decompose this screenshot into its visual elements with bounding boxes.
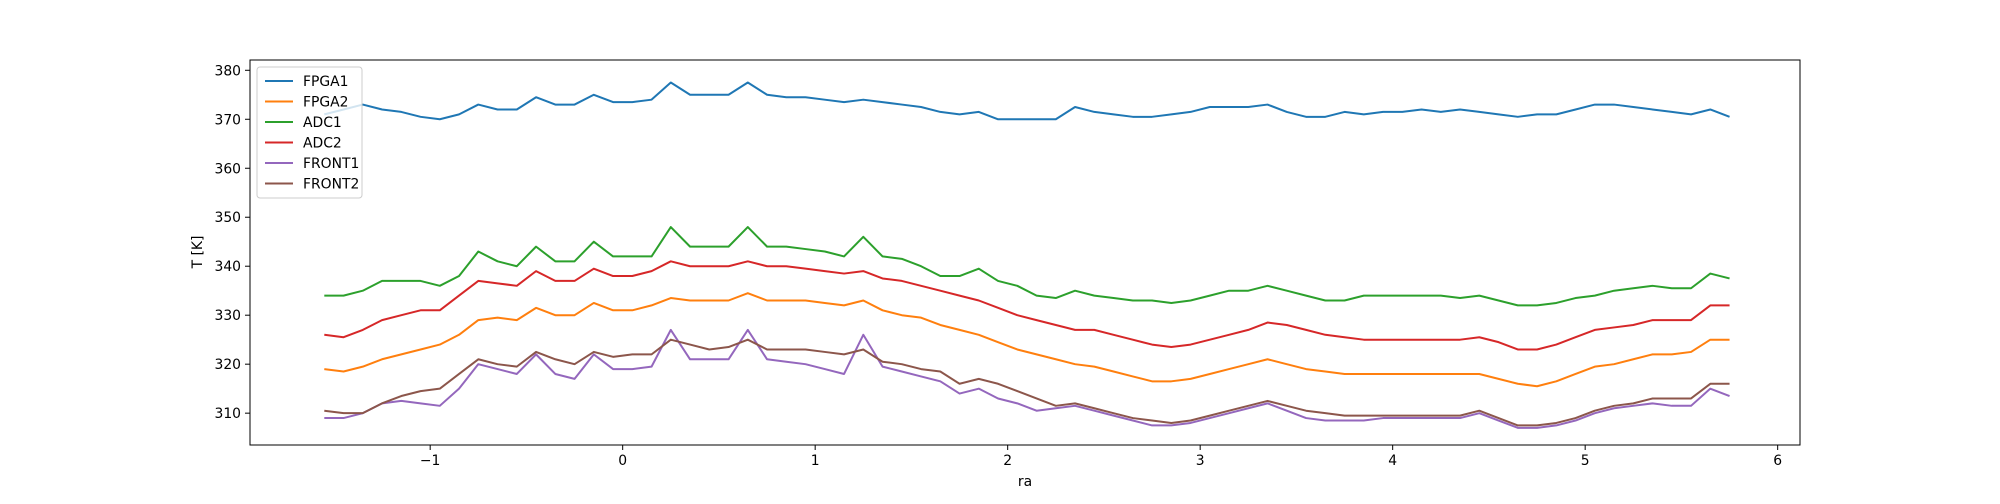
legend-label: FRONT2 bbox=[303, 177, 359, 193]
y-tick-label: 360 bbox=[214, 161, 241, 177]
legend-box bbox=[256, 66, 363, 199]
y-tick-label: 330 bbox=[214, 308, 241, 324]
data-line bbox=[324, 81, 1730, 121]
x-tick-label: 4 bbox=[1388, 453, 1397, 469]
y-tick-label: 370 bbox=[214, 112, 241, 128]
x-axis-label: ra bbox=[1018, 474, 1032, 490]
legend-label: FPGA1 bbox=[303, 74, 348, 90]
y-tick-label: 350 bbox=[214, 210, 241, 226]
data-line bbox=[324, 328, 1730, 429]
data-line bbox=[324, 292, 1730, 388]
legend-label: ADC2 bbox=[303, 136, 342, 152]
data-line bbox=[324, 260, 1730, 351]
y-tick-label: 340 bbox=[214, 259, 241, 275]
y-tick-label: 310 bbox=[214, 406, 241, 422]
x-tick-label: 6 bbox=[1773, 453, 1782, 469]
x-tick-label: 3 bbox=[1196, 453, 1205, 469]
data-line bbox=[324, 338, 1730, 427]
legend: FPGA1 FPGA2 ADC1 ADC2 FRONT1 FRONT2 bbox=[256, 66, 363, 199]
legend-label: FRONT1 bbox=[303, 156, 359, 172]
legend-label: ADC1 bbox=[303, 115, 342, 131]
legend-label: FPGA2 bbox=[303, 95, 348, 111]
data-line bbox=[324, 226, 1730, 307]
x-tick-label: 5 bbox=[1581, 453, 1590, 469]
y-tick-label: 380 bbox=[214, 63, 241, 79]
y-axis-label: T [K] bbox=[190, 236, 206, 270]
y-tick-label: 320 bbox=[214, 357, 241, 373]
plot-frame bbox=[249, 59, 1801, 446]
x-tick-label: 2 bbox=[1003, 453, 1012, 469]
x-tick-label: 0 bbox=[618, 453, 627, 469]
x-tick-label: 1 bbox=[811, 453, 820, 469]
x-tick-label: −1 bbox=[420, 453, 440, 469]
